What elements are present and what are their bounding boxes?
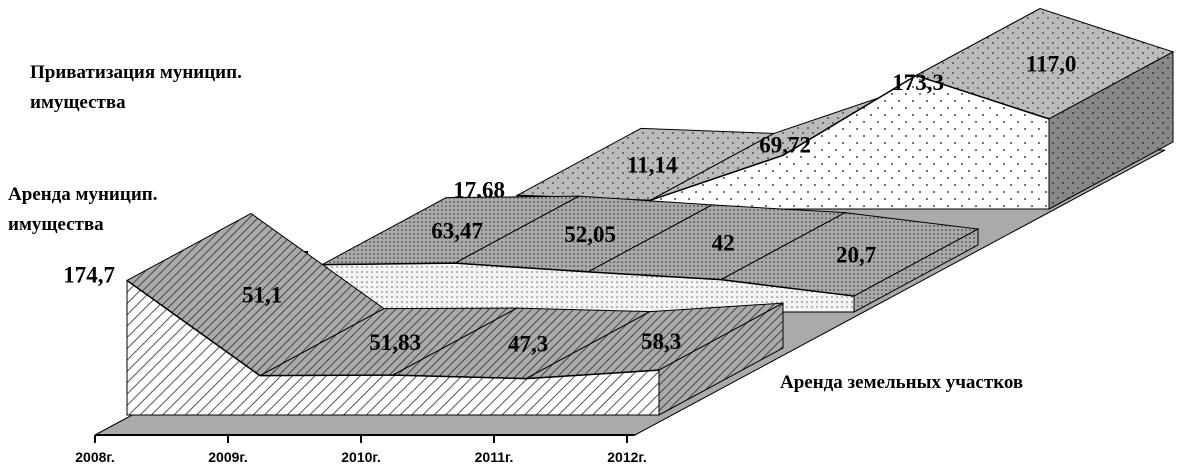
legend-label: Аренда муницип. имущества: [8, 184, 158, 235]
value-label: 42: [712, 230, 735, 255]
value-label: 69,72: [759, 132, 811, 157]
value-label: 58,3: [641, 329, 681, 354]
value-label: 51,83: [369, 330, 421, 355]
legend-label: Приватизация муницип. имущества: [30, 62, 242, 113]
value-label: 117,0: [1026, 52, 1076, 77]
x-tick-label: 2010г.: [341, 449, 380, 465]
value-label: 51,1: [242, 283, 282, 308]
value-label: 20,7: [836, 242, 876, 267]
legend-label: Аренда земельных участков: [780, 372, 1024, 393]
x-tick-label: 2011г.: [475, 449, 514, 465]
series-line: [126, 279, 660, 380]
x-tick-label: 2012г.: [607, 449, 646, 465]
value-label: 52,05: [564, 222, 616, 247]
value-label: 174,7: [63, 262, 115, 287]
value-label: 47,3: [508, 331, 548, 356]
x-tick-label: 2009г.: [208, 449, 247, 465]
series-line: [321, 262, 855, 297]
value-label: 63,47: [431, 218, 483, 243]
value-label: 173,3: [892, 70, 944, 95]
x-tick-label: 2008г.: [75, 449, 114, 465]
value-label: 11,14: [627, 152, 678, 177]
